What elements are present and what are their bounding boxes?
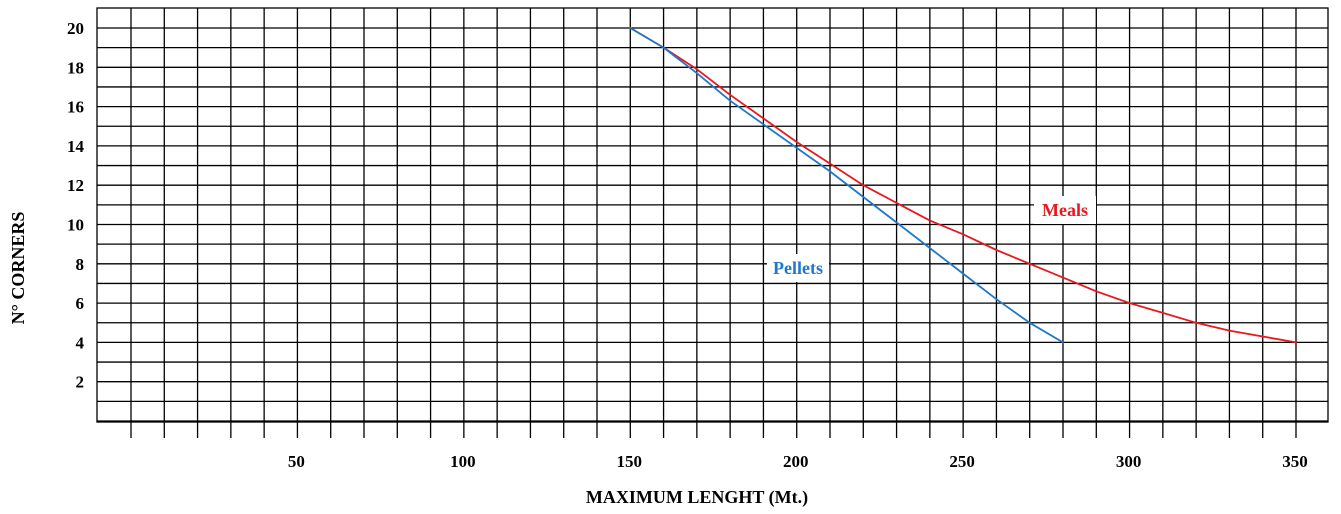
y-tick-label: 16 <box>67 98 84 117</box>
x-tick-label: 50 <box>288 452 305 471</box>
x-tick-label: 250 <box>949 452 975 471</box>
series-labels: Meals Pellets <box>767 196 1096 282</box>
y-tick-label: 4 <box>76 333 85 352</box>
series-label-box <box>1034 196 1096 224</box>
y-tick-label: 10 <box>67 216 84 235</box>
grid <box>96 7 1329 438</box>
x-tick-label: 300 <box>1116 452 1142 471</box>
x-tick-label: 350 <box>1282 452 1308 471</box>
y-tick-label: 6 <box>76 294 85 313</box>
x-tick-label: 200 <box>783 452 809 471</box>
y-tick-label: 14 <box>67 137 85 156</box>
y-tick-label: 12 <box>67 176 84 195</box>
series-label-pellets: Pellets <box>773 258 823 278</box>
series-label-box <box>767 254 829 282</box>
plot-border <box>96 7 1329 423</box>
x-tick-label: 150 <box>617 452 643 471</box>
y-tick-label: 18 <box>67 58 84 77</box>
y-tick-label: 8 <box>76 255 85 274</box>
x-tick-label: 100 <box>450 452 476 471</box>
x-axis-title: MAXIMUM LENGHT (Mt.) <box>586 487 808 508</box>
y-axis-title: N° CORNERS <box>8 212 28 325</box>
y-tick-label: 2 <box>76 373 85 392</box>
series-line-meals <box>629 27 1297 344</box>
series-line-pellets <box>629 27 1064 344</box>
series-layer <box>629 27 1297 344</box>
tick-labels: 2 4 6 8 10 12 14 16 18 20 50 100 150 200 250 300 350 <box>67 19 1308 471</box>
series-label-meals: Meals <box>1042 200 1088 220</box>
y-tick-label: 20 <box>67 19 84 38</box>
